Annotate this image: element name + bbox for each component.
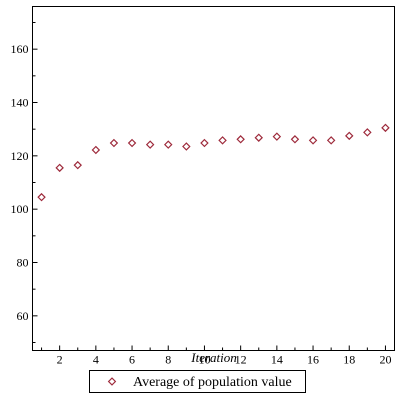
x-axis-label: Iteration <box>190 350 237 365</box>
data-point <box>326 136 336 145</box>
legend-marker-diamond <box>107 377 117 386</box>
x-tick-label: 18 <box>343 353 355 367</box>
x-tick-label: 12 <box>235 353 247 367</box>
data-point <box>308 136 318 145</box>
y-tick-label: 100 <box>11 202 29 216</box>
data-point <box>290 135 300 144</box>
data-point <box>345 131 354 141</box>
x-tick-label: 4 <box>93 353 99 367</box>
legend: Average of population value <box>89 370 306 393</box>
plot-frame <box>32 6 395 351</box>
data-point <box>363 128 372 137</box>
data-point <box>254 133 263 142</box>
x-tick-label: 20 <box>379 353 391 367</box>
data-points <box>37 123 390 202</box>
y-tick-label: 160 <box>11 42 29 56</box>
data-point <box>91 145 101 155</box>
data-point <box>37 192 46 202</box>
data-point <box>272 132 282 141</box>
y-tick-label: 140 <box>11 96 29 110</box>
data-point <box>200 138 209 148</box>
data-point <box>127 138 137 148</box>
x-tick-label: 14 <box>271 353 283 367</box>
data-point <box>381 123 390 133</box>
data-point <box>236 135 245 144</box>
legend-box <box>89 370 306 393</box>
legend-label: Average of population value <box>133 375 292 390</box>
data-point <box>182 142 191 151</box>
x-axis-ticks: 2 4 6 8 10 12 14 16 18 20 <box>41 345 391 367</box>
x-tick-label: 10 <box>198 353 210 367</box>
data-point <box>55 163 64 173</box>
data-point <box>145 140 155 149</box>
data-point <box>73 160 82 170</box>
data-point <box>109 138 119 148</box>
x-tick-label: 6 <box>129 353 135 367</box>
y-tick-label: 80 <box>17 256 29 270</box>
x-tick-label: 8 <box>165 353 171 367</box>
y-axis-ticks: 60 80 100 120 140 160 <box>11 22 38 343</box>
x-tick-label: 2 <box>57 353 63 367</box>
y-tick-label: 120 <box>11 149 29 163</box>
y-tick-label: 60 <box>17 309 29 323</box>
x-tick-label: 16 <box>307 353 319 367</box>
data-point <box>218 136 227 145</box>
data-point <box>164 140 173 149</box>
